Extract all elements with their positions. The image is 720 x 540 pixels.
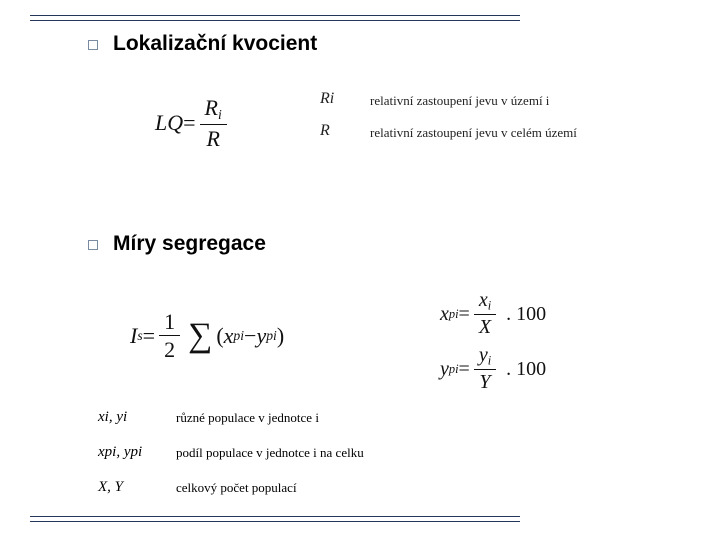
legend-row: xpi, ypi podíl populace v jednotce i na … [98, 443, 142, 461]
frame-bottom-line [30, 516, 520, 522]
lq-desc-ri: Ri relativní zastoupení jevu v území i [320, 90, 334, 108]
legend-symbol: xi, yi [98, 409, 127, 425]
fraction: Ri R [200, 96, 227, 150]
heading-segregation: Míry segregace [113, 232, 266, 256]
formula-lq: LQ = Ri R [155, 96, 231, 150]
lq-desc-r: R relativní zastoupení jevu v celém územ… [320, 122, 330, 140]
legend-symbol: xpi, ypi [98, 444, 142, 460]
legend-row: X, Y celkový počet populací [98, 478, 123, 496]
fraction: yi Y [474, 345, 496, 393]
equals-sign: = [183, 110, 195, 136]
sigma-icon: ∑ [188, 322, 212, 349]
formula-xpi: xpi = xi X . 100 [440, 290, 546, 338]
legend-symbol: X, Y [98, 479, 123, 495]
heading-lq: Lokalizační kvocient [113, 32, 317, 56]
bullet-icon [88, 240, 98, 250]
frame-top-line [30, 15, 520, 21]
fraction: xi X [474, 290, 496, 338]
formula-is: Is = 1 2 ∑ ( xpi − ypi ) [130, 310, 284, 361]
bullet-icon [88, 40, 98, 50]
legend-row: xi, yi různé populace v jednotce i [98, 408, 127, 426]
lq-lhs: LQ [155, 110, 183, 136]
fraction-half: 1 2 [159, 310, 180, 361]
formula-ypi: ypi = yi Y . 100 [440, 345, 546, 393]
